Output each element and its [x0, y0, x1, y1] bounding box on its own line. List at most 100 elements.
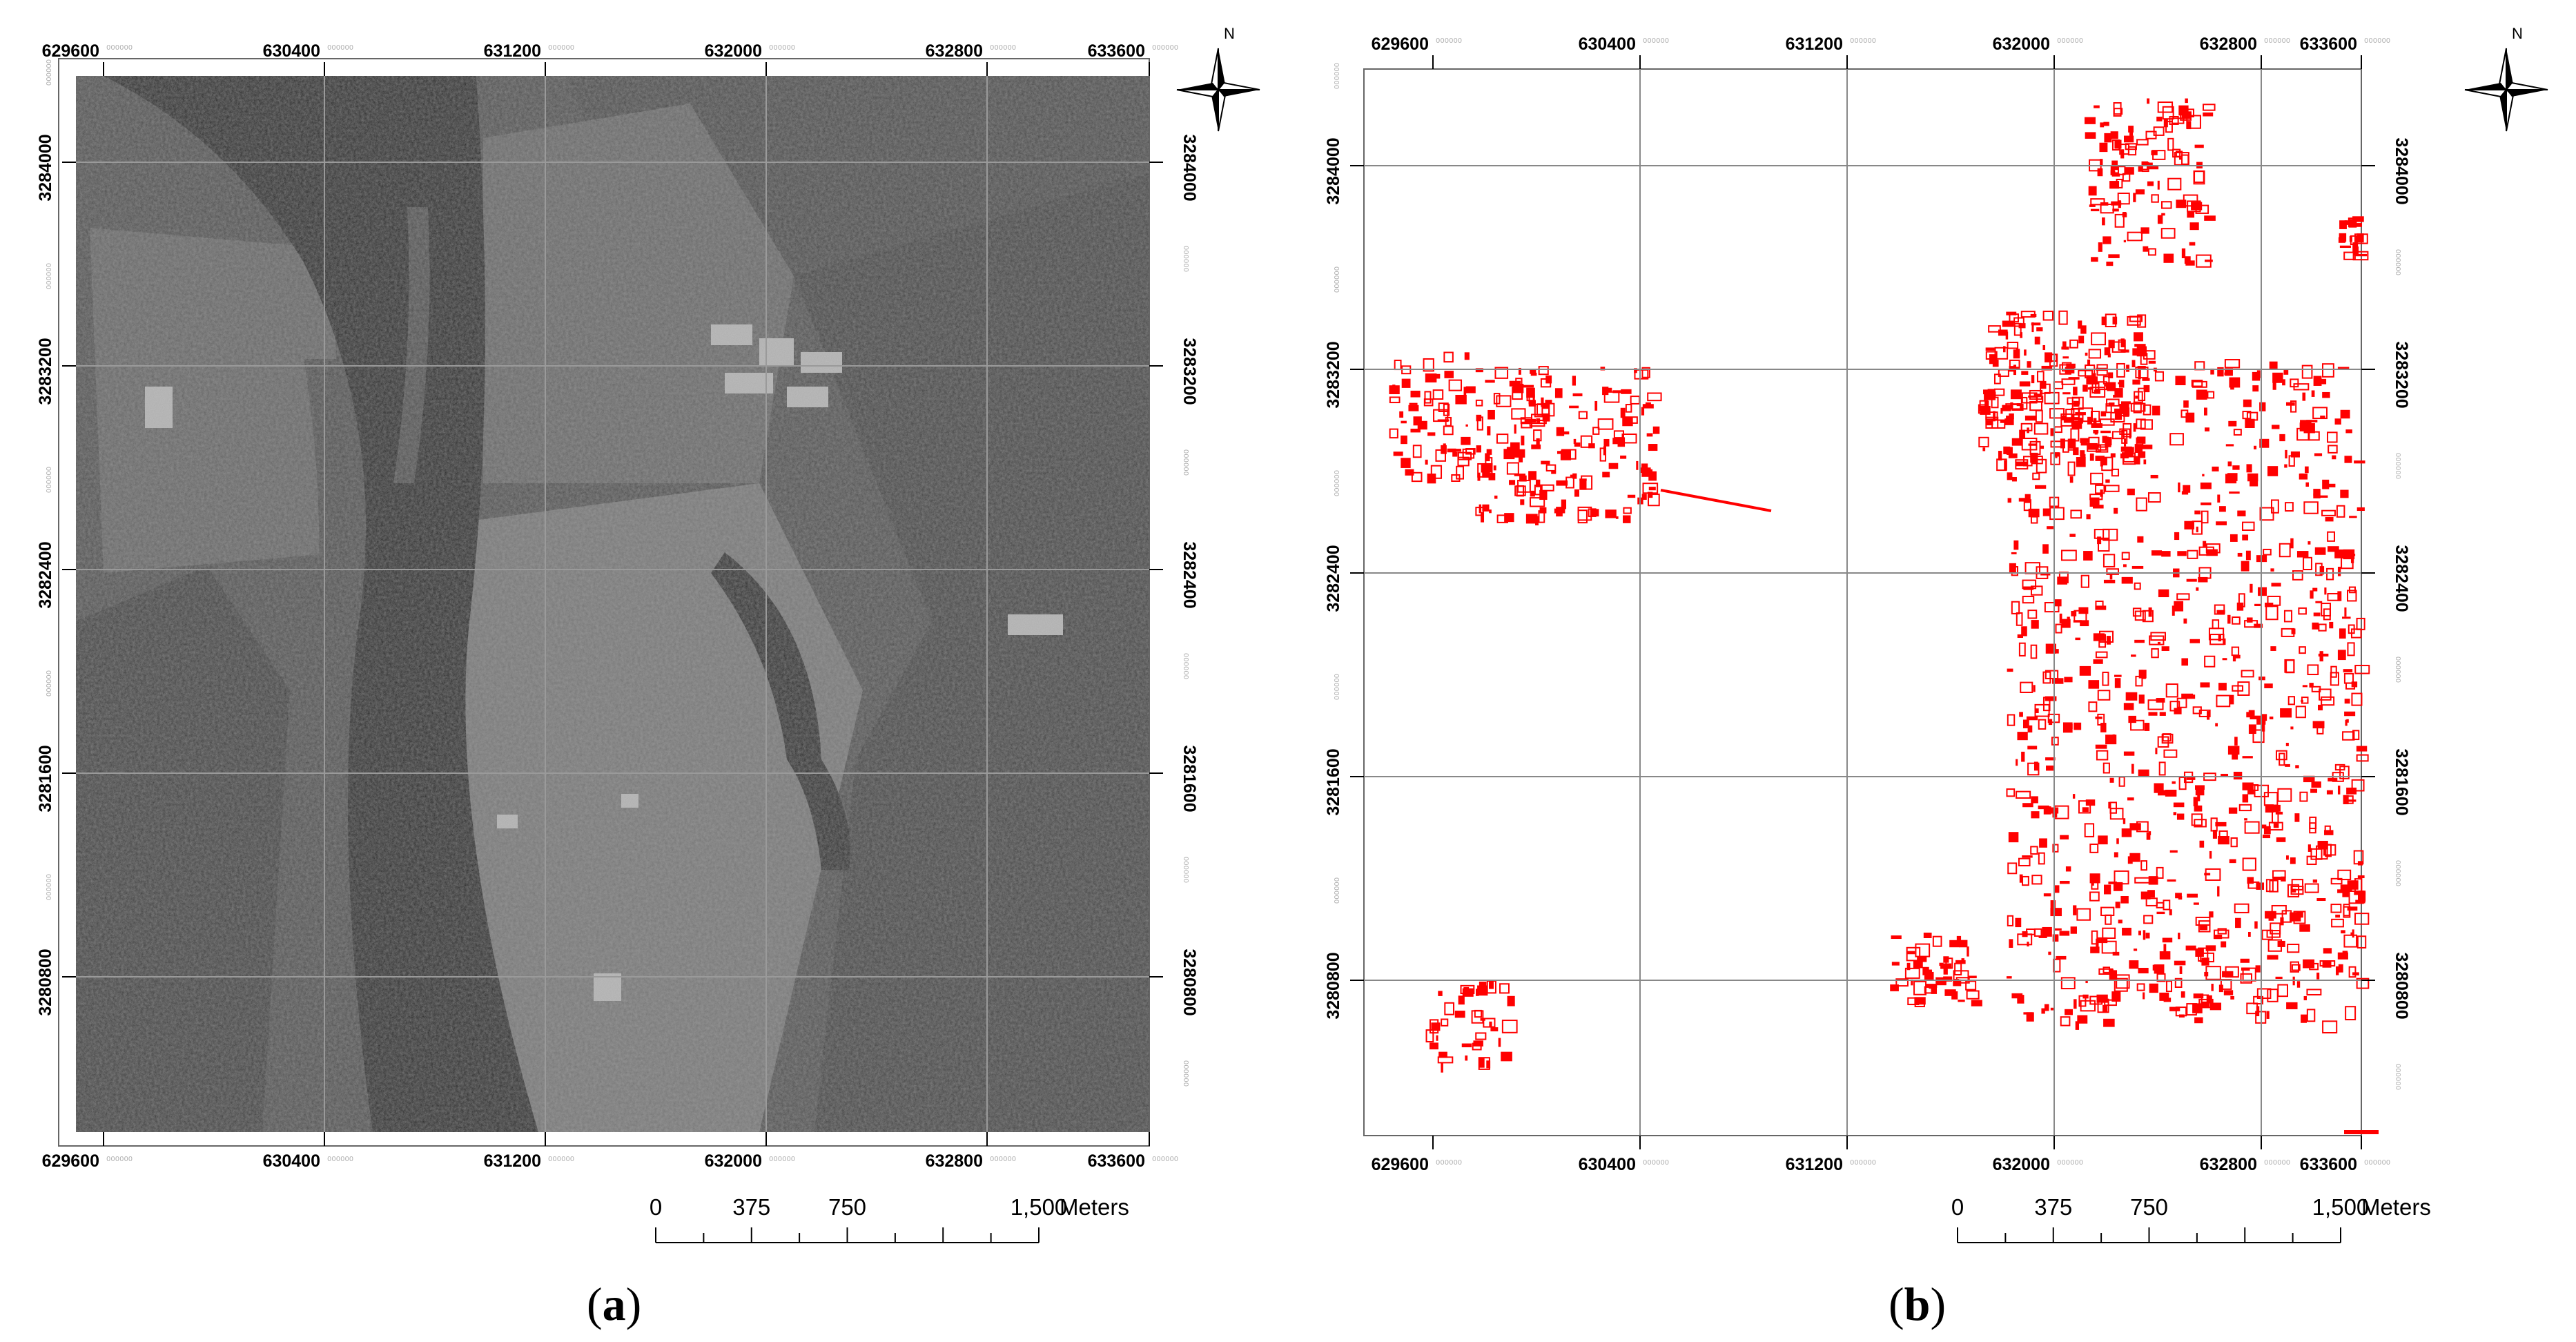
svg-text:000000: 000000 [2394, 657, 2401, 683]
svg-text:000000: 000000 [1182, 246, 1189, 272]
y-tick-label-left: 3283200 [36, 338, 55, 405]
y-tick-label-right: 3282400 [1180, 541, 1199, 608]
x-tick-label-bottom: 629600 [42, 1151, 99, 1171]
x-tick-label-bottom: 629600 [1372, 1155, 1429, 1174]
svg-text:000000: 000000 [2057, 1159, 2083, 1167]
svg-text:000000: 000000 [1334, 674, 1341, 700]
svg-text:000000: 000000 [2364, 1159, 2390, 1167]
y-tick-label-right: 3280800 [1180, 949, 1199, 1015]
x-tick-label-bottom: 631200 [484, 1151, 541, 1171]
svg-text:000000: 000000 [2364, 37, 2390, 45]
svg-text:000000: 000000 [1850, 1159, 1876, 1167]
svg-text:000000: 000000 [1152, 44, 1178, 52]
x-tick-label-top: 632000 [705, 41, 762, 61]
svg-text:000000: 000000 [1334, 470, 1341, 496]
coordinate-ticks: 629600 000000 629600 000000 630400 000000 6304… [1324, 35, 2411, 1174]
scale-label: 0 [1951, 1194, 1964, 1220]
svg-text:000000: 000000 [327, 44, 353, 52]
x-tick-label-bottom: 633600 [2300, 1155, 2357, 1174]
scale-unit: Meters [1060, 1194, 1129, 1220]
x-tick-label-top: 632800 [926, 41, 983, 61]
svg-text:000000: 000000 [1436, 1159, 1462, 1167]
svg-text:000000: 000000 [1850, 37, 1876, 45]
x-tick-label-top: 629600 [42, 41, 99, 61]
y-tick-label-right: 3283200 [2392, 341, 2411, 408]
svg-text:000000: 000000 [1182, 653, 1189, 679]
svg-text:000000: 000000 [2394, 860, 2401, 886]
y-tick-label-left: 3280800 [1324, 952, 1343, 1019]
svg-text:000000: 000000 [46, 670, 53, 697]
scale-label: 750 [2130, 1194, 2168, 1220]
svg-text:000000: 000000 [2057, 37, 2083, 45]
caption-b: (b) [1889, 1278, 1946, 1330]
y-tick-label-left: 3284000 [36, 134, 55, 201]
y-tick-label-right: 3284000 [2392, 137, 2411, 204]
x-tick-label-top: 631200 [484, 41, 541, 61]
svg-text:000000: 000000 [46, 59, 53, 86]
svg-text:000000: 000000 [769, 1156, 795, 1163]
north-arrow-icon: N [1176, 25, 1260, 132]
svg-text:000000: 000000 [1152, 1156, 1178, 1163]
svg-text:000000: 000000 [1643, 37, 1669, 45]
y-tick-label-left: 3281600 [1324, 748, 1343, 815]
scale-label: 0 [650, 1194, 662, 1220]
svg-text:000000: 000000 [769, 44, 795, 52]
x-tick-label-bottom: 630400 [1579, 1155, 1636, 1174]
svg-text:000000: 000000 [106, 44, 133, 52]
building-footprints [1389, 98, 2379, 1134]
svg-text:000000: 000000 [1182, 1060, 1189, 1087]
scale-label: 1,500 [2312, 1194, 2370, 1220]
map-b: 629600 000000 629600 000000 630400 000000 6304… [1324, 25, 2548, 1243]
x-tick-label-top: 630400 [1579, 35, 1636, 54]
svg-text:000000: 000000 [1334, 877, 1341, 904]
y-tick-label-right: 3283200 [1180, 338, 1199, 405]
grid-lines [1364, 69, 2361, 1136]
x-tick-label-top: 629600 [1372, 35, 1429, 54]
x-tick-label-top: 633600 [2300, 35, 2357, 54]
x-tick-label-top: 633600 [1088, 41, 1145, 61]
svg-text:000000: 000000 [548, 1156, 574, 1163]
svg-text:000000: 000000 [2394, 249, 2401, 275]
svg-text:000000: 000000 [106, 1156, 133, 1163]
x-tick-label-bottom: 633600 [1088, 1151, 1145, 1171]
x-tick-label-bottom: 632800 [926, 1151, 983, 1171]
x-tick-label-top: 630400 [263, 41, 320, 61]
y-tick-label-left: 3280800 [36, 949, 55, 1015]
grid-lines [76, 76, 1149, 1132]
caption-a: (a) [587, 1278, 642, 1330]
svg-text:000000: 000000 [1334, 266, 1341, 293]
x-tick-label-bottom: 632000 [1993, 1155, 2050, 1174]
y-tick-label-left: 3284000 [1324, 137, 1343, 204]
y-tick-label-right: 3281600 [1180, 745, 1199, 812]
svg-text:000000: 000000 [990, 1156, 1016, 1163]
y-tick-label-left: 3281600 [36, 745, 55, 812]
scale-label: 1,500 [1011, 1194, 1068, 1220]
panel-b: 629600 000000 629600 000000 630400 000000 6304… [1288, 0, 2576, 1342]
svg-text:000000: 000000 [1182, 857, 1189, 883]
y-tick-label-left: 3283200 [1324, 341, 1343, 408]
y-tick-label-right: 3281600 [2392, 748, 2411, 815]
scale-label: 750 [828, 1194, 866, 1220]
svg-text:000000: 000000 [1334, 63, 1341, 89]
map-frame [1363, 68, 2362, 1136]
svg-text:000000: 000000 [327, 1156, 353, 1163]
north-arrow-icon: N [2464, 25, 2548, 132]
x-tick-label-bottom: 632000 [705, 1151, 762, 1171]
scale-label: 375 [732, 1194, 770, 1220]
panel-a: 629600 000000 629600 000000 630400 000000 6304… [36, 25, 1260, 1330]
x-tick-label-top: 631200 [1786, 35, 1843, 54]
svg-text:000000: 000000 [990, 44, 1016, 52]
x-tick-label-top: 632000 [1993, 35, 2050, 54]
scale-label: 375 [2034, 1194, 2072, 1220]
x-tick-label-bottom: 630400 [263, 1151, 320, 1171]
svg-text:000000: 000000 [46, 874, 53, 900]
y-tick-label-right: 3280800 [2392, 952, 2411, 1019]
x-tick-label-bottom: 632800 [2200, 1155, 2257, 1174]
y-tick-label-left: 3282400 [1324, 545, 1343, 612]
x-tick-label-top: 632800 [2200, 35, 2257, 54]
svg-text:000000: 000000 [46, 467, 53, 493]
